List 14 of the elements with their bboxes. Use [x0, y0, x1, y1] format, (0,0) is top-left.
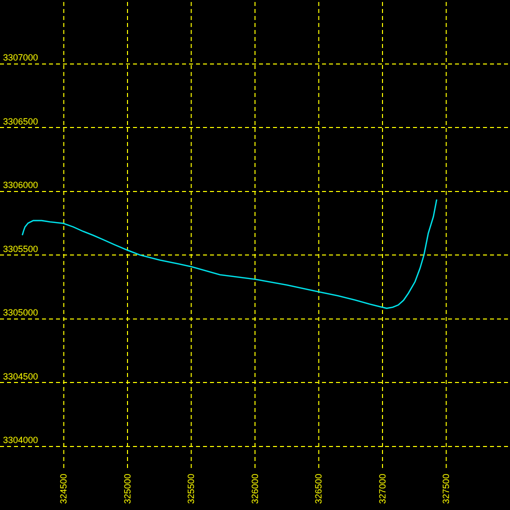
- y-tick-label: 3306500: [3, 116, 38, 126]
- x-tick-label: 325500: [186, 474, 196, 504]
- y-tick-label: 3307000: [3, 52, 38, 63]
- y-tick-label: 3305000: [3, 308, 38, 318]
- x-tick-label: 326500: [314, 474, 324, 504]
- y-tick-label: 3304000: [3, 435, 38, 446]
- y-tick-label: 3304500: [3, 371, 38, 382]
- x-tick-label: 326000: [250, 474, 260, 504]
- y-tick-label: 3306000: [3, 180, 38, 190]
- x-tick-label: 324500: [58, 474, 69, 504]
- x-tick-label: 327500: [441, 474, 452, 504]
- x-tick-label: 325000: [122, 474, 132, 504]
- x-tick-label: 327000: [377, 474, 388, 504]
- y-tick-label: 3305500: [3, 244, 38, 254]
